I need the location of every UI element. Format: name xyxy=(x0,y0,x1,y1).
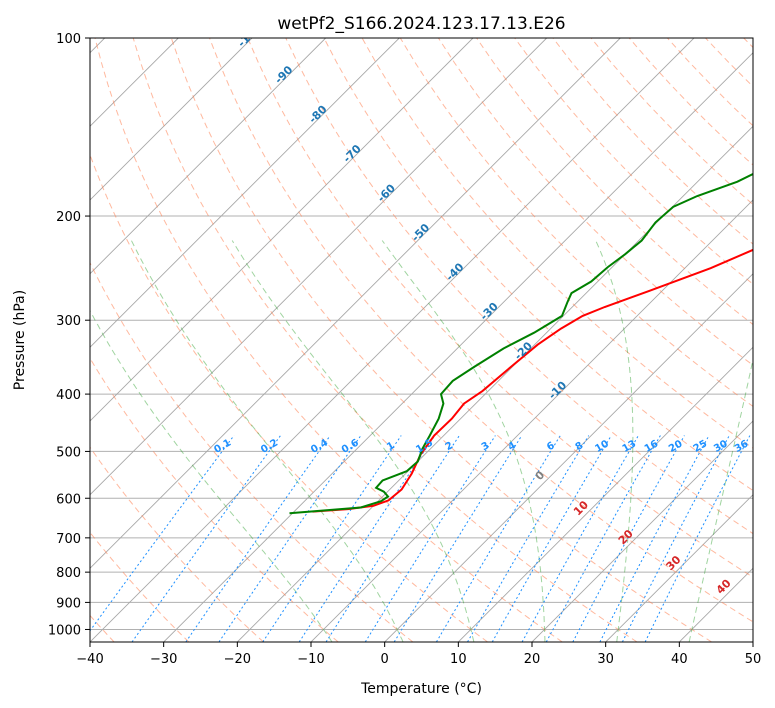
dry-adiabat-70 xyxy=(285,38,753,535)
x-tick-label-10: 10 xyxy=(450,652,467,667)
moist-adiabat-40 xyxy=(688,356,753,642)
isotherm--40 xyxy=(90,38,695,642)
isotherm-10 xyxy=(457,346,753,642)
isotherm--80 xyxy=(90,38,400,348)
dry-adiabat-20 xyxy=(94,38,563,642)
moist-adiabat-20 xyxy=(381,240,546,642)
y-tick-label-600: 600 xyxy=(56,492,81,507)
y-tick-label-500: 500 xyxy=(56,445,81,460)
moist-adiabat-0 xyxy=(130,240,404,642)
isotherm--50 xyxy=(90,38,621,569)
isotherm--100 xyxy=(90,38,253,201)
x-tick-label-40: 40 xyxy=(671,652,688,667)
mixing-ratio-label-8: 8 xyxy=(574,440,586,453)
x-tick-label-50: 50 xyxy=(745,652,762,667)
mixing-ratio-line-0.6 xyxy=(218,435,362,642)
y-tick-label-400: 400 xyxy=(56,388,81,403)
mixing-ratio-line-13 xyxy=(521,435,639,642)
mixing-ratio-label-3: 3 xyxy=(480,440,492,453)
mixing-ratio-line-10 xyxy=(491,435,612,642)
mixing-ratio-label-6: 6 xyxy=(545,440,557,453)
dry-adiabat-130 xyxy=(514,38,753,285)
y-tick-label-800: 800 xyxy=(56,566,81,581)
x-tick-label-0: 0 xyxy=(381,652,389,667)
isotherm--60 xyxy=(90,38,548,496)
x-tick-label--30: −30 xyxy=(150,652,177,667)
x-tick-label--20: −20 xyxy=(224,652,251,667)
dry-adiabat-label--100: -100 xyxy=(235,21,264,50)
dry-adiabat-0 xyxy=(90,261,414,642)
mixing-ratio-line-4 xyxy=(393,435,523,642)
dry-adiabat-40 xyxy=(170,38,712,642)
mixing-ratio-line-0.2 xyxy=(131,435,282,642)
mixing-ratio-line-0.4 xyxy=(185,435,331,642)
mixing-ratio-line-36 xyxy=(644,435,751,642)
dry-adiabat-80 xyxy=(323,38,753,492)
isotherm-20 xyxy=(531,420,753,642)
mixing-ratio-line-1.5 xyxy=(298,435,436,642)
y-tick-label-300: 300 xyxy=(56,314,81,329)
series-layer xyxy=(289,172,753,515)
isotherm--90 xyxy=(90,38,327,275)
isotherm--30 xyxy=(163,52,753,642)
mixing-ratio-line-1 xyxy=(262,435,402,642)
dry-adiabat-60 xyxy=(247,38,753,578)
mixing-ratio-label-4: 4 xyxy=(506,440,518,453)
x-tick-label-20: 20 xyxy=(524,652,541,667)
y-tick-label-200: 200 xyxy=(56,210,81,225)
dewpoint-profile xyxy=(289,172,753,515)
isotherm-30 xyxy=(605,494,753,642)
y-tick-label-100: 100 xyxy=(56,32,81,47)
dry-adiabat--20 xyxy=(90,446,264,642)
moist-adiabat--10 xyxy=(90,309,333,642)
plot-frame xyxy=(89,37,754,643)
mixing-ratio-line-25 xyxy=(599,435,710,642)
temperature-profile xyxy=(312,248,753,513)
y-axis-label: Pressure (hPa) xyxy=(12,290,28,390)
mixing-ratio-line-16 xyxy=(545,435,661,642)
isotherm-0 xyxy=(384,273,753,642)
isotherm--70 xyxy=(90,38,474,422)
mixing-ratio-line-30 xyxy=(621,435,730,642)
reference-lines xyxy=(90,38,753,642)
dry-adiabat-120 xyxy=(476,38,753,326)
dry-adiabat-30 xyxy=(132,38,638,642)
mixing-ratio-line-6 xyxy=(435,435,561,642)
isotherm--20 xyxy=(236,125,753,642)
y-tick-label-1000: 1000 xyxy=(48,623,81,638)
axes: −40 −30 −20 −10 0 10 20 30 40 50 100 200 300 400 500 60… xyxy=(48,32,761,667)
mixing-ratio-label-2: 2 xyxy=(444,440,456,453)
mixing-ratio-line-20 xyxy=(572,435,685,642)
x-tick-label--10: −10 xyxy=(297,652,324,667)
dry-adiabat-50 xyxy=(209,38,753,623)
y-tick-label-700: 700 xyxy=(56,532,81,547)
x-tick-label-30: 30 xyxy=(597,652,614,667)
x-tick-label--40: −40 xyxy=(76,652,103,667)
mixing-ratio-label-1: 1 xyxy=(385,440,397,453)
mixing-ratio-line-8 xyxy=(467,435,590,642)
chart-title: wetPf2_S166.2024.123.17.13.E26 xyxy=(277,14,565,34)
x-axis-label: Temperature (°C) xyxy=(360,681,482,697)
y-tick-label-900: 900 xyxy=(56,596,81,611)
